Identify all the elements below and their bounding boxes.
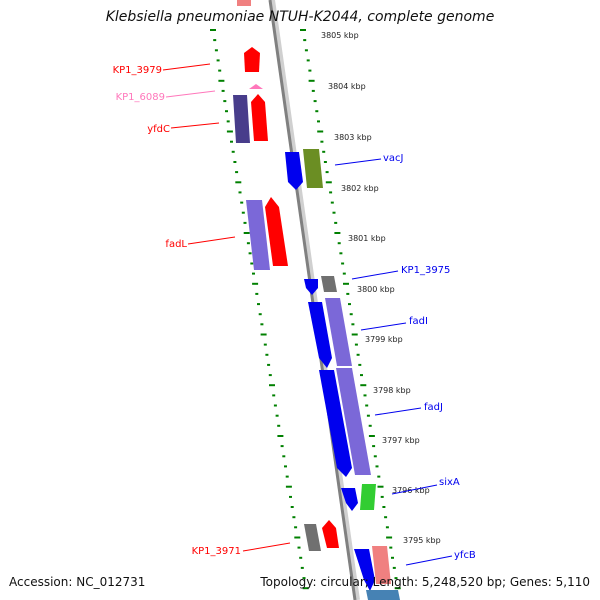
feature-vacj-partner[interactable] — [303, 149, 323, 188]
right-gene-labels: vacJ KP1_3975 fadI fadJ sixA yfcB — [334, 153, 476, 566]
gene-label-fadj[interactable]: fadJ — [424, 402, 443, 413]
feature-fadj[interactable] — [319, 370, 352, 477]
leader-line — [391, 484, 438, 495]
position-label: 3799 kbp — [365, 335, 403, 344]
gene-label-fadi[interactable]: fadI — [409, 316, 428, 327]
feature-bottom-fragment[interactable] — [366, 590, 400, 600]
leader-line — [162, 63, 211, 71]
position-label: 3804 kbp — [328, 82, 366, 91]
feature-kp1-3971[interactable] — [322, 520, 339, 548]
feature-yfdc[interactable] — [251, 94, 268, 141]
genome-summary-text: Topology: circular; Length: 5,248,520 bp… — [260, 575, 590, 589]
feature-kp1-3979[interactable] — [244, 47, 260, 72]
leader-line — [360, 322, 407, 331]
leader-line — [187, 236, 236, 245]
leader-line — [170, 122, 220, 129]
leader-line — [165, 90, 216, 98]
position-label: 3803 kbp — [334, 133, 372, 142]
feature-yfcb[interactable] — [354, 549, 375, 591]
leader-line — [405, 555, 453, 566]
leader-line — [242, 542, 291, 552]
gene-label-kp1-3979[interactable]: KP1_3979 — [113, 65, 162, 76]
feature-yfcb-partner[interactable] — [372, 546, 391, 584]
leader-line — [351, 270, 399, 280]
gene-label-fadl[interactable]: fadL — [165, 239, 187, 250]
position-label: 3797 kbp — [382, 436, 420, 445]
tick-rails — [210, 29, 401, 590]
left-gene-labels: KP1_3979 KP1_6089 yfdC fadL KP1_3971 — [113, 63, 291, 557]
gene-label-sixa[interactable]: sixA — [439, 477, 460, 488]
gene-label-yfcb[interactable]: yfcB — [454, 550, 476, 561]
position-label: 3801 kbp — [348, 234, 386, 243]
position-label: 3798 kbp — [373, 386, 411, 395]
position-label: 3805 kbp — [321, 31, 359, 40]
leader-line — [334, 158, 382, 166]
feature-fadl[interactable] — [265, 197, 288, 266]
feature-sixa-partner[interactable] — [360, 484, 376, 510]
position-label: 3802 kbp — [341, 184, 379, 193]
feature-yfdc-partner[interactable] — [233, 95, 250, 143]
feature-fadi[interactable] — [308, 302, 332, 368]
feature-fadi-partner[interactable] — [325, 298, 352, 366]
left-features — [233, 0, 339, 551]
gene-label-kp1-3975[interactable]: KP1_3975 — [401, 265, 450, 276]
feature-top-fragment[interactable] — [237, 0, 251, 6]
gene-label-kp1-3971[interactable]: KP1_3971 — [192, 546, 241, 557]
backbone-line — [268, 0, 357, 600]
gene-label-yfdc[interactable]: yfdC — [147, 124, 170, 135]
gene-label-kp1-6089[interactable]: KP1_6089 — [116, 92, 165, 103]
feature-kp1-3975-partner[interactable] — [321, 276, 337, 292]
backbone-shadow — [269, 0, 360, 600]
genome-title: Klebsiella pneumoniae NTUH-K2044, comple… — [105, 9, 495, 25]
position-label: 3800 kbp — [357, 285, 395, 294]
gene-label-vacj[interactable]: vacJ — [383, 153, 404, 164]
feature-sixa[interactable] — [341, 488, 358, 511]
leader-line — [374, 407, 422, 416]
accession-text: Accession: NC_012731 — [9, 575, 146, 589]
position-label: 3795 kbp — [403, 536, 441, 545]
feature-kp1-3971-partner[interactable] — [304, 524, 321, 551]
feature-fadj-partner[interactable] — [336, 368, 371, 475]
right-features — [285, 149, 400, 600]
feature-kp1-3975[interactable] — [304, 279, 318, 295]
feature-vacj[interactable] — [285, 152, 303, 190]
feature-kp1-6089[interactable] — [249, 84, 263, 89]
feature-fadl-partner[interactable] — [246, 200, 270, 270]
